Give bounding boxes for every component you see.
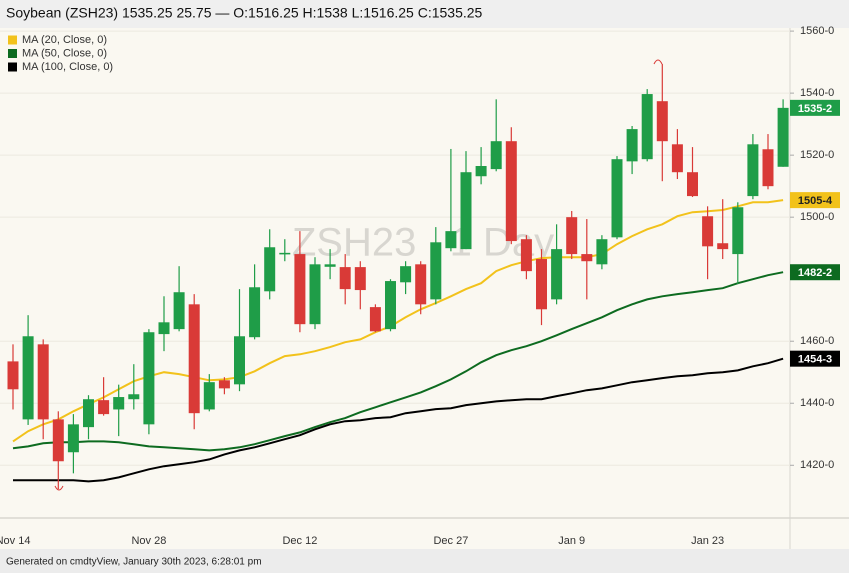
legend-swatch xyxy=(8,62,17,72)
candle-body xyxy=(581,254,593,262)
candle-body xyxy=(445,231,457,249)
x-tick-label: Jan 9 xyxy=(558,535,585,547)
candle-body xyxy=(234,336,245,385)
price-tag xyxy=(790,350,840,367)
candle-body xyxy=(22,336,34,420)
candle-body xyxy=(339,267,351,290)
candle-body xyxy=(490,141,502,170)
price-tag-label: 1535-2 xyxy=(798,103,832,115)
price-tag-label: 1482-2 xyxy=(798,267,832,279)
legend-label: MA (100, Close, 0) xyxy=(22,61,113,73)
candle-body xyxy=(671,144,683,173)
candle-body xyxy=(475,166,487,177)
legend-swatch xyxy=(8,35,17,45)
candle-body xyxy=(309,264,321,325)
candle-body xyxy=(173,292,185,330)
candle-body xyxy=(279,252,291,255)
candle-body xyxy=(430,242,442,300)
candle-body xyxy=(294,254,306,325)
legend-label: MA (20, Close, 0) xyxy=(22,34,107,46)
candle-body xyxy=(7,361,19,390)
candle-body xyxy=(687,172,698,197)
candle-body xyxy=(611,159,623,238)
candle-body xyxy=(158,322,170,335)
chart-title: Soybean (ZSH23) 1535.25 25.75 — O:1516.2… xyxy=(6,5,483,21)
candle-body xyxy=(656,101,668,142)
candle-body xyxy=(354,267,366,291)
ma-line xyxy=(12,271,784,452)
candle-body xyxy=(83,399,94,428)
low-marker xyxy=(54,485,64,491)
y-tick-label: 1540-0 xyxy=(800,87,834,99)
ma-line xyxy=(12,199,784,443)
candle-body xyxy=(113,397,125,410)
x-tick-label: Nov 14 xyxy=(0,535,30,547)
candle-body xyxy=(460,172,472,250)
plot xyxy=(0,30,790,490)
candle-body xyxy=(596,239,608,265)
price-tag xyxy=(790,264,840,281)
candle-body xyxy=(520,239,532,272)
footer: Generated on cmdtyView, January 30th 202… xyxy=(6,557,262,568)
candle-body xyxy=(128,394,140,400)
candle-body xyxy=(777,107,789,167)
y-tick-label: 1560-0 xyxy=(800,25,834,37)
y-tick-label: 1520-0 xyxy=(800,149,834,161)
high-marker xyxy=(653,59,663,65)
candle-body xyxy=(324,264,336,267)
y-tick-label: 1500-0 xyxy=(800,211,834,223)
candle-body xyxy=(415,264,427,305)
candle-body xyxy=(717,243,729,250)
y-tick-label: 1440-0 xyxy=(800,397,834,409)
candle-body xyxy=(385,281,396,330)
candle-body xyxy=(566,217,578,255)
candle-body xyxy=(203,382,215,410)
legend-swatch xyxy=(8,49,17,58)
candle-body xyxy=(626,129,638,162)
x-tick-label: Dec 27 xyxy=(433,535,468,547)
candle-body xyxy=(732,207,744,255)
candle-body xyxy=(98,400,110,415)
candle-body xyxy=(505,141,517,242)
candle-body xyxy=(37,344,49,420)
candle-body xyxy=(264,247,276,292)
footer-bar xyxy=(0,549,849,573)
title-bar xyxy=(0,0,849,28)
candle-body xyxy=(551,249,563,300)
candle-body xyxy=(369,307,381,332)
candle-body xyxy=(52,419,64,462)
candle-body xyxy=(702,216,714,247)
ma-line xyxy=(13,357,784,483)
y-tick-label: 1460-0 xyxy=(800,335,834,347)
y-tick-label: 1420-0 xyxy=(800,459,834,471)
candle-body xyxy=(400,266,412,283)
price-tag xyxy=(790,99,840,116)
candle-body xyxy=(762,149,774,187)
legend-label: MA (50, Close, 0) xyxy=(22,47,107,59)
candle-body xyxy=(249,287,261,338)
candle-body xyxy=(218,380,230,389)
candle-body xyxy=(536,259,547,310)
candle-body xyxy=(641,94,653,160)
x-tick-label: Nov 28 xyxy=(131,535,166,547)
x-tick-label: Jan 23 xyxy=(691,535,724,547)
candle-body xyxy=(747,144,759,197)
candle-body xyxy=(143,332,155,425)
price-tag xyxy=(790,192,840,209)
candle-body xyxy=(188,304,200,414)
candle-body xyxy=(67,424,79,453)
price-tag-label: 1505-4 xyxy=(798,195,833,207)
price-tag-label: 1454-3 xyxy=(798,354,832,366)
x-tick-label: Dec 12 xyxy=(282,535,317,547)
